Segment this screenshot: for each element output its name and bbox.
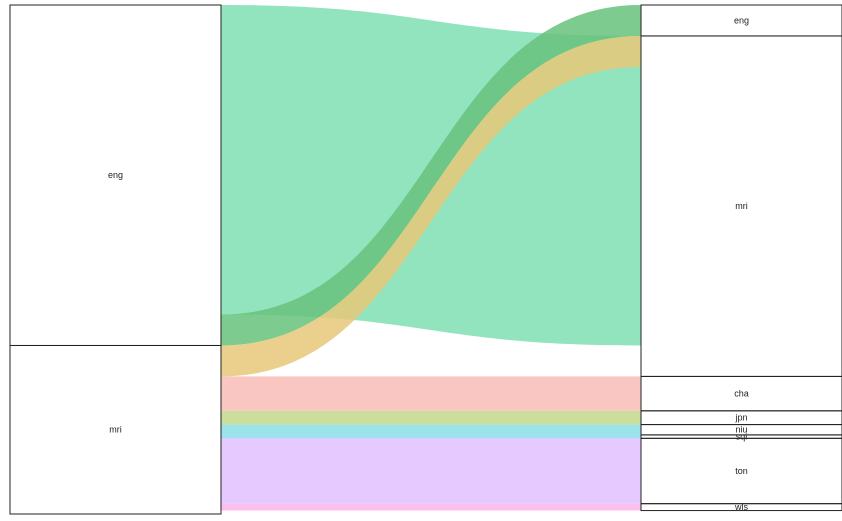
stratum-label-right-cha: cha (734, 389, 749, 399)
flows-layer (221, 5, 641, 511)
stratum-label-right-niu: niu (735, 425, 747, 435)
flow-mri-to-cha (221, 376, 641, 411)
flow-mri-to-niu (221, 424, 641, 435)
flow-eng-to-eng (221, 5, 641, 346)
flow-mri-to-ton (221, 438, 641, 504)
stratum-left-mri (9, 344, 222, 515)
flow-mri-to-sqi (221, 434, 641, 439)
flow-mri-to-eng (221, 35, 641, 377)
stratum-label-right-sqi: sqi (736, 432, 748, 442)
stratum-label-right-eng: eng (734, 15, 749, 25)
stratum-label-left-mri: mri (109, 425, 122, 435)
stratum-label-right-jpn: jpn (734, 413, 747, 423)
stratum-right-wls (640, 503, 842, 512)
stratum-label-right-mri: mri (735, 201, 748, 211)
stratum-label-right-wls: wls (734, 502, 748, 512)
stratum-label-right-ton: ton (735, 466, 748, 476)
flow-mri-to-jpn (221, 410, 641, 425)
flow-mri-to-wls (221, 503, 641, 511)
strata-layer (9, 4, 842, 515)
stratum-label-left-eng: eng (108, 170, 123, 180)
